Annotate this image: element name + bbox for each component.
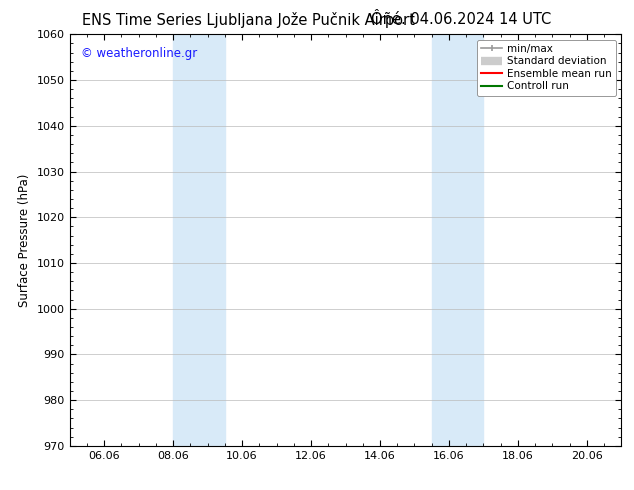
Text: ENS Time Series Ljubljana Jože Pučnik Airport: ENS Time Series Ljubljana Jože Pučnik Ai… <box>82 12 415 28</box>
Bar <box>173 34 225 446</box>
Text: Ôñé. 04.06.2024 14 UTC: Ôñé. 04.06.2024 14 UTC <box>372 12 552 27</box>
Legend: min/max, Standard deviation, Ensemble mean run, Controll run: min/max, Standard deviation, Ensemble me… <box>477 40 616 96</box>
Y-axis label: Surface Pressure (hPa): Surface Pressure (hPa) <box>18 173 31 307</box>
Text: © weatheronline.gr: © weatheronline.gr <box>81 47 197 60</box>
Bar <box>432 34 483 446</box>
